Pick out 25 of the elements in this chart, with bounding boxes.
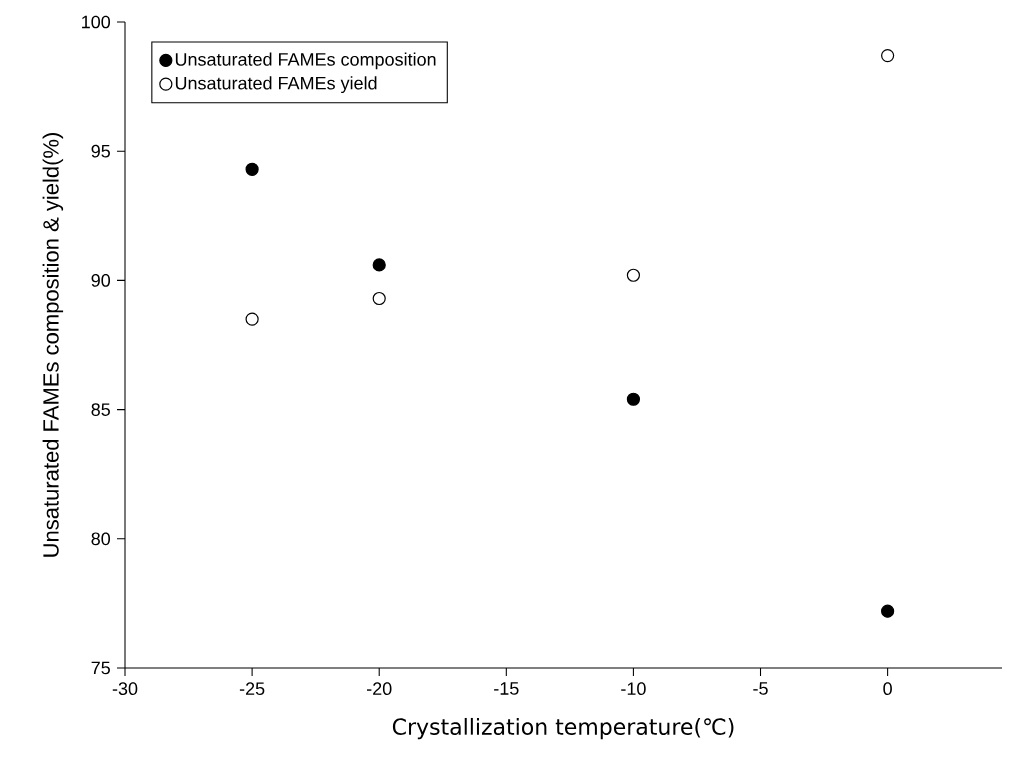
y-tick-label: 75 — [91, 661, 110, 675]
x-tick-label: -30 — [112, 682, 138, 695]
point — [881, 48, 895, 63]
point — [245, 312, 259, 326]
x-tick-label: -5 — [753, 682, 768, 695]
y-tick-label: 80 — [91, 532, 111, 546]
y-tick-label: 85 — [91, 403, 110, 416]
y-tick-label: 90 — [91, 274, 111, 287]
y-axis-title: Unsaturated FAMEs composition & yield(%) — [42, 133, 64, 557]
legend-label: Unsaturated FAMEs yield — [175, 76, 377, 94]
point — [372, 258, 386, 272]
point — [245, 162, 259, 176]
y-tick-label: 95 — [91, 144, 110, 158]
point — [626, 268, 641, 282]
x-tick-label: -25 — [239, 682, 265, 695]
point — [881, 604, 895, 618]
y-tick-label: 100 — [82, 15, 111, 29]
x-tick-label: -15 — [494, 682, 519, 695]
x-tick-label: 0 — [883, 682, 892, 695]
point — [626, 392, 641, 406]
point — [372, 291, 386, 306]
legend-label: Unsaturated FAMEs composition — [175, 52, 436, 70]
x-tick-label: -10 — [621, 682, 646, 695]
x-axis-title: Crystallization temperature(℃) — [392, 717, 734, 740]
x-tick-label: -20 — [366, 682, 392, 695]
